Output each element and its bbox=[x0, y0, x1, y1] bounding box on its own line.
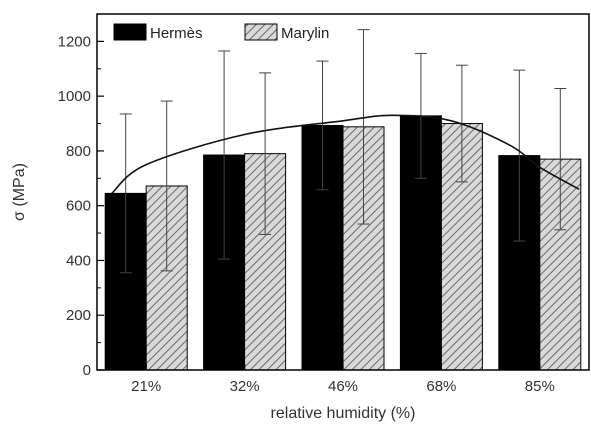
y-tick-label-1200: 1200 bbox=[58, 33, 91, 50]
x-axis: 21% 32% 46% 68% 85% bbox=[131, 364, 555, 395]
trend-line bbox=[111, 114, 580, 194]
legend-label-marylin: Marylin bbox=[281, 25, 329, 42]
y-tick-label-200: 200 bbox=[66, 307, 91, 324]
legend-swatch-hermès bbox=[113, 23, 147, 41]
x-tick-label-32pct: 32% bbox=[230, 378, 260, 395]
y-tick-label-800: 800 bbox=[66, 143, 91, 160]
x-axis-label: relative humidity (%) bbox=[271, 405, 416, 422]
x-tick-label-68pct: 68% bbox=[426, 378, 456, 395]
y-axis: 0 200 400 600 800 1000 1200 bbox=[58, 33, 104, 379]
y-tick-label-400: 400 bbox=[66, 252, 91, 269]
y-tick-label-600: 600 bbox=[66, 198, 91, 215]
x-tick-label-85pct: 85% bbox=[525, 378, 555, 395]
x-tick-label-46pct: 46% bbox=[328, 378, 358, 395]
y-axis-label: σ (MPa) bbox=[11, 163, 28, 221]
y-tick-label-0: 0 bbox=[83, 362, 91, 379]
legend-label-hermès: Hermès bbox=[150, 25, 203, 42]
error-bars-layer bbox=[119, 29, 567, 274]
legend-swatch-marylin bbox=[244, 23, 278, 41]
legend: Hermès Marylin bbox=[113, 23, 329, 42]
y-tick-label-1000: 1000 bbox=[58, 88, 91, 105]
x-tick-label-21pct: 21% bbox=[131, 378, 161, 395]
